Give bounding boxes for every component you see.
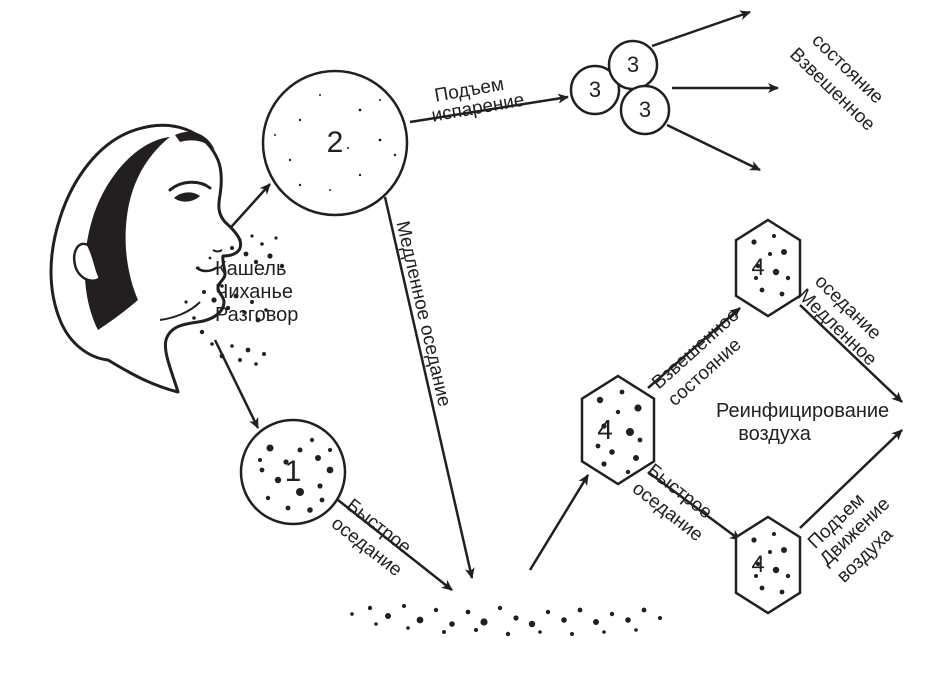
node-1-number: 1 <box>285 455 302 489</box>
arrow-3_out_a <box>652 12 750 46</box>
node-4t-number: 4 <box>751 254 764 282</box>
node-3b-number: 3 <box>627 52 639 78</box>
arrow-floor_to_4c <box>530 475 588 570</box>
arrow-head_to_1 <box>215 340 258 428</box>
node-3a-number: 3 <box>589 77 601 103</box>
head-illustration <box>51 125 241 392</box>
source-actions-label: Кашель Чиханье Разговор <box>215 258 298 327</box>
node-4c-number: 4 <box>597 414 613 446</box>
node-4b-number: 4 <box>751 551 764 579</box>
reinfection-label: Реинфицирование воздуха <box>716 400 889 446</box>
arrow-3_out_c <box>667 125 760 170</box>
node-3c-number: 3 <box>639 97 651 123</box>
node-2-number: 2 <box>327 126 344 160</box>
diagram-airborne-transmission: Кашель Чиханье Разговор Реинфицирование … <box>0 0 950 682</box>
